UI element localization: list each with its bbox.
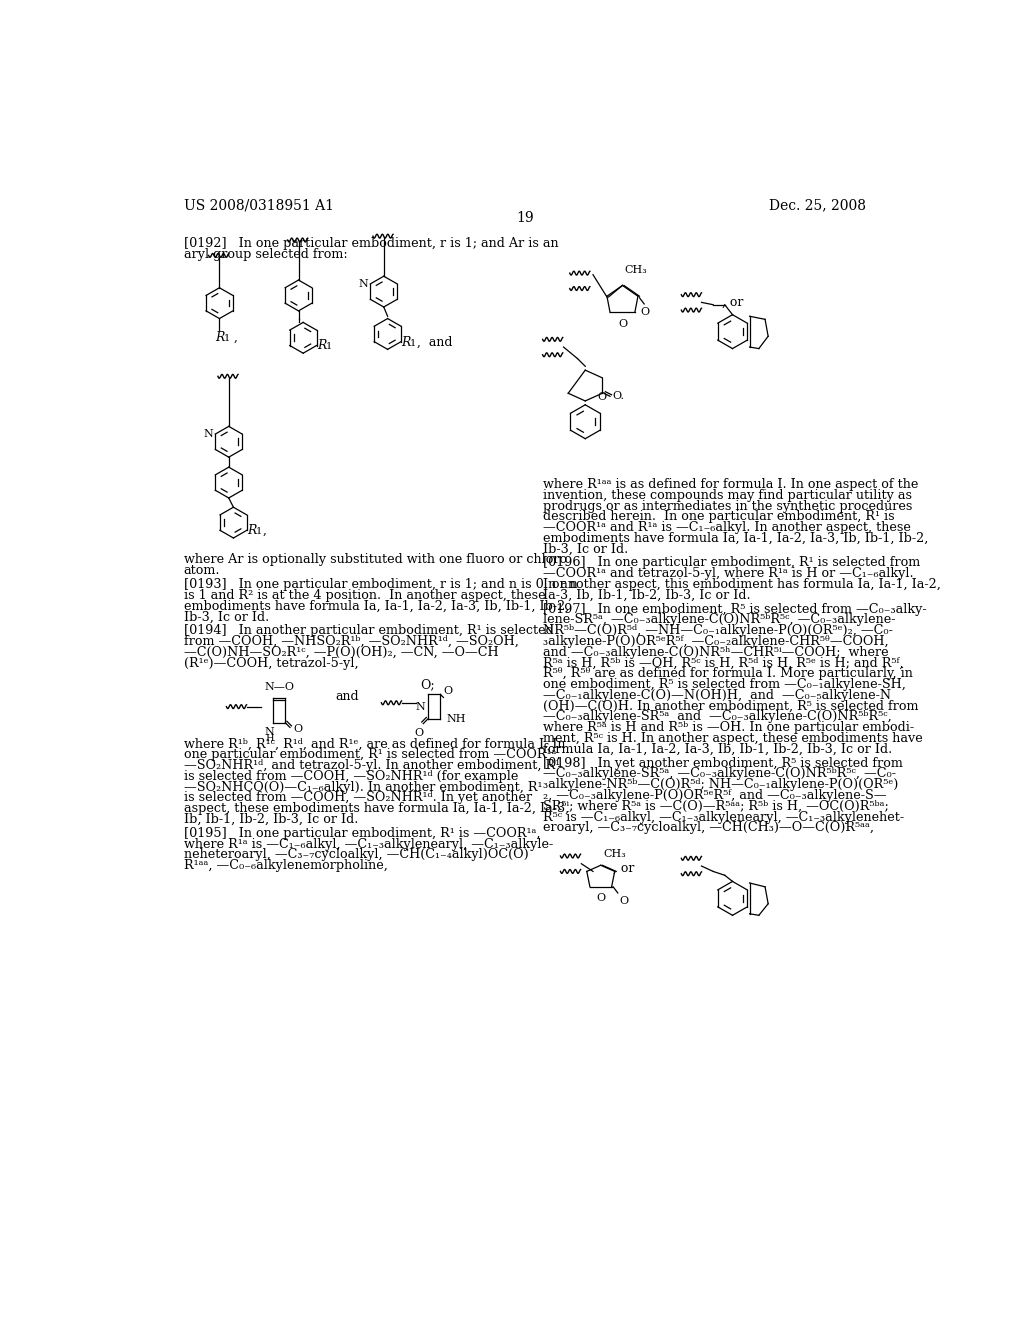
Text: where R¹ᵃ is —C₁₋₆alkyl, —C₁₋₃alkylenearyl, —C₁₋₃alkyle-: where R¹ᵃ is —C₁₋₆alkyl, —C₁₋₃alkylenear…	[183, 837, 553, 850]
Text: ,: ,	[230, 331, 239, 345]
Text: R: R	[401, 335, 411, 348]
Text: —C₀₋₃alkylene-SR⁵ᵃ, —C₀₋₃alkylene-C(O)NR⁵ᵇR⁵ᶜ, —C₀-: —C₀₋₃alkylene-SR⁵ᵃ, —C₀₋₃alkylene-C(O)NR…	[544, 767, 896, 780]
Text: described herein.  In one particular embodiment, R¹ is: described herein. In one particular embo…	[544, 511, 895, 523]
Text: —COOR¹ᵃ and R¹ᵃ is —C₁₋₆alkyl. In another aspect, these: —COOR¹ᵃ and R¹ᵃ is —C₁₋₆alkyl. In anothe…	[544, 521, 911, 535]
Text: where R⁵ᵃ is H and R⁵ᵇ is —OH. In one particular embodi-: where R⁵ᵃ is H and R⁵ᵇ is —OH. In one pa…	[544, 721, 914, 734]
Text: —C₀₋₁alkylene-C(O)—N(OH)H,  and  —C₀₋₅alkylene-N: —C₀₋₁alkylene-C(O)—N(OH)H, and —C₀₋₅alky…	[544, 689, 892, 702]
Text: is selected from —COOH, —SO₂NHR¹ᵈ (for example: is selected from —COOH, —SO₂NHR¹ᵈ (for e…	[183, 770, 518, 783]
Text: 1: 1	[223, 334, 229, 343]
Text: In another aspect, this embodiment has formula Ia, Ia-1, Ia-2,: In another aspect, this embodiment has f…	[544, 578, 941, 591]
Text: from —COOH, —NHSO₂R¹ᵇ, —SO₂NHR¹ᵈ, —SO₂OH,: from —COOH, —NHSO₂R¹ᵇ, —SO₂NHR¹ᵈ, —SO₂OH…	[183, 635, 519, 648]
Text: embodiments have formula Ia, Ia-1, Ia-2, Ia-3, Ib, Ib-1, Ib-2,: embodiments have formula Ia, Ia-1, Ia-2,…	[544, 532, 929, 545]
Text: [0194]   In another particular embodiment, R¹ is selected: [0194] In another particular embodiment,…	[183, 624, 554, 638]
Text: ₂, —C₀₋₃alkylene-P(O)OR⁵ᵉR⁵ᶠ, and —C₀₋₃alkylene-S—: ₂, —C₀₋₃alkylene-P(O)OR⁵ᵉR⁵ᶠ, and —C₀₋₃a…	[544, 789, 887, 803]
Text: one embodiment, R⁵ is selected from —C₀₋₁alkylene-SH,: one embodiment, R⁵ is selected from —C₀₋…	[544, 678, 906, 692]
Text: R⁵ᵃ is H, R⁵ᵇ is —OH, R⁵ᶜ is H, R⁵ᵈ is H, R⁵ᵉ is H; and R⁵ᶠ,: R⁵ᵃ is H, R⁵ᵇ is —OH, R⁵ᶜ is H, R⁵ᵈ is H…	[544, 656, 904, 669]
Text: where R¹ᵃᵃ is as defined for formula I. In one aspect of the: where R¹ᵃᵃ is as defined for formula I. …	[544, 478, 919, 491]
Text: Ib-3, Ic or Id.: Ib-3, Ic or Id.	[544, 543, 629, 556]
Text: one particular embodiment, R¹ is selected from —COOR¹ᵃ,: one particular embodiment, R¹ is selecte…	[183, 748, 560, 762]
Text: R¹ᵃᵃ, —C₀₋₆alkylenemorpholine,: R¹ᵃᵃ, —C₀₋₆alkylenemorpholine,	[183, 859, 388, 873]
Text: —C₀₋₃alkylene-SR⁵ᵃ  and  —C₀₋₃alkylene-C(O)NR⁵ᵇR⁵ᶜ,: —C₀₋₃alkylene-SR⁵ᵃ and —C₀₋₃alkylene-C(O…	[544, 710, 892, 723]
Text: H: H	[265, 734, 274, 743]
Text: CH₃: CH₃	[603, 849, 626, 859]
Text: SR⁵ⁱ; where R⁵ᵃ is —C(O)—R⁵ᵃᵃ; R⁵ᵇ is H, —OC(O)R⁵ᵇᵃ;: SR⁵ⁱ; where R⁵ᵃ is —C(O)—R⁵ᵃᵃ; R⁵ᵇ is H,…	[544, 800, 889, 813]
Text: 19: 19	[516, 211, 534, 224]
Text: atom.: atom.	[183, 564, 220, 577]
Text: formula Ia, Ia-1, Ia-2, Ia-3, Ib, Ib-1, Ib-2, Ib-3, Ic or Id.: formula Ia, Ia-1, Ia-2, Ia-3, Ib, Ib-1, …	[544, 743, 893, 756]
Text: , or: , or	[722, 296, 743, 309]
Text: ₃alkylene-NR⁵ᵇ—C(O)R⁵ᵈ; NH—C₀₋₁alkylene-P(O)(OR⁵ᵉ): ₃alkylene-NR⁵ᵇ—C(O)R⁵ᵈ; NH—C₀₋₁alkylene-…	[544, 779, 899, 791]
Text: where R¹ᵇ, R¹ᶜ, R¹ᵈ, and R¹ᵉ, are as defined for formula I. In: where R¹ᵇ, R¹ᶜ, R¹ᵈ, and R¹ᵉ, are as def…	[183, 738, 565, 751]
Text: (OH)—C(O)H. In another embodiment, R⁵ is selected from: (OH)—C(O)H. In another embodiment, R⁵ is…	[544, 700, 919, 713]
Text: N: N	[358, 279, 368, 289]
Text: aryl group selected from:: aryl group selected from:	[183, 248, 347, 261]
Text: [0198]   In yet another embodiment, R⁵ is selected from: [0198] In yet another embodiment, R⁵ is …	[544, 756, 903, 770]
Text: ment, R⁵ᶜ is H. In another aspect, these embodiments have: ment, R⁵ᶜ is H. In another aspect, these…	[544, 733, 924, 744]
Text: ,  and: , and	[417, 335, 453, 348]
Text: O: O	[620, 896, 629, 906]
Text: ₃alkylene-P(O)OR⁵ᵉR⁵ᶠ, —C₀₋₂alkylene-CHR⁵ᶿ—COOH,: ₃alkylene-P(O)OR⁵ᵉR⁵ᶠ, —C₀₋₂alkylene-CHR…	[544, 635, 889, 648]
Text: N: N	[265, 727, 274, 738]
Text: R⁵ᶜ is —C₁₋₆alkyl, —C₁₋₃alkylenearyl, —C₁₋₃alkylenehet-: R⁵ᶜ is —C₁₋₆alkyl, —C₁₋₃alkylenearyl, —C…	[544, 810, 904, 824]
Text: NR⁵ᵇ—C(O)R⁵ᵈ, —NH—C₀₋₁alkylene-P(O)(OR⁵ᵉ)₂, —C₀-: NR⁵ᵇ—C(O)R⁵ᵈ, —NH—C₀₋₁alkylene-P(O)(OR⁵ᵉ…	[544, 624, 893, 638]
Text: 1: 1	[410, 339, 417, 347]
Text: O: O	[293, 723, 302, 734]
Text: N—O: N—O	[264, 682, 294, 692]
Text: O.: O.	[612, 391, 625, 401]
Text: —SO₂NHR¹ᵈ, and tetrazol-5-yl. In another embodiment, R¹: —SO₂NHR¹ᵈ, and tetrazol-5-yl. In another…	[183, 759, 560, 772]
Text: ,: ,	[263, 524, 266, 537]
Text: neheteroaryl, —C₃₋₇cycloalkyl, —CH(C₁₋₄alkyl)OC(O): neheteroaryl, —C₃₋₇cycloalkyl, —CH(C₁₋₄a…	[183, 849, 528, 862]
Text: embodiments have formula Ia, Ia-1, Ia-2, Ia-3, Ib, Ib-1, Ib-2,: embodiments have formula Ia, Ia-1, Ia-2,…	[183, 599, 569, 612]
Text: US 2008/0318951 A1: US 2008/0318951 A1	[183, 198, 334, 213]
Text: , or: , or	[613, 862, 635, 875]
Text: R: R	[215, 331, 224, 345]
Text: and —C₀₋₃alkylene-C(O)NR⁵ʰ—CHR⁵ⁱ—COOH;  where: and —C₀₋₃alkylene-C(O)NR⁵ʰ—CHR⁵ⁱ—COOH; w…	[544, 645, 889, 659]
Text: Ib-3, Ic or Id.: Ib-3, Ic or Id.	[183, 610, 269, 623]
Text: and: and	[335, 689, 358, 702]
Text: [0193]   In one particular embodiment, r is 1; and n is 0, or n: [0193] In one particular embodiment, r i…	[183, 578, 578, 591]
Text: CH₃: CH₃	[625, 265, 647, 275]
Text: Dec. 25, 2008: Dec. 25, 2008	[769, 198, 866, 213]
Text: where Ar is optionally substituted with one fluoro or chloro: where Ar is optionally substituted with …	[183, 553, 567, 566]
Text: eroaryl, —C₃₋₇cycloalkyl, —CH(CH₃)—O—C(O)R⁵ᵃᵃ,: eroaryl, —C₃₋₇cycloalkyl, —CH(CH₃)—O—C(O…	[544, 821, 874, 834]
Text: (R¹ᵉ)—COOH, tetrazol-5-yl,: (R¹ᵉ)—COOH, tetrazol-5-yl,	[183, 656, 358, 669]
Text: [0196]   In one particular embodiment, R¹ is selected from: [0196] In one particular embodiment, R¹ …	[544, 557, 921, 569]
Text: [0192]   In one particular embodiment, r is 1; and Ar is an: [0192] In one particular embodiment, r i…	[183, 238, 558, 249]
Text: invention, these compounds may find particular utility as: invention, these compounds may find part…	[544, 488, 912, 502]
Text: 1: 1	[256, 527, 262, 536]
Text: O;: O;	[420, 678, 435, 692]
Text: 1: 1	[326, 342, 332, 351]
Text: aspect, these embodiments have formula Ia, Ia-1, Ia-2, Ia-3,: aspect, these embodiments have formula I…	[183, 803, 569, 816]
Text: [0197]   In one embodiment, R⁵ is selected from —C₀₋₃alky-: [0197] In one embodiment, R⁵ is selected…	[544, 603, 927, 615]
Text: prodrugs or as intermediates in the synthetic procedures: prodrugs or as intermediates in the synt…	[544, 499, 912, 512]
Text: [0195]   In one particular embodiment, R¹ is —COOR¹ᵃ,: [0195] In one particular embodiment, R¹ …	[183, 826, 541, 840]
Text: O: O	[443, 686, 453, 696]
Text: Ia-3, Ib, Ib-1, Ib-2, Ib-3, Ic or Id.: Ia-3, Ib, Ib-1, Ib-2, Ib-3, Ic or Id.	[544, 589, 751, 602]
Text: is 1 and R² is at the 4 position.  In another aspect, these: is 1 and R² is at the 4 position. In ano…	[183, 589, 546, 602]
Text: lene-SR⁵ᵃ, —C₀₋₃alkylene-C(O)NR⁵ᵇR⁵ᶜ, —C₀₋₃alkylene-: lene-SR⁵ᵃ, —C₀₋₃alkylene-C(O)NR⁵ᵇR⁵ᶜ, —C…	[544, 614, 896, 627]
Text: O: O	[598, 392, 607, 403]
Text: O: O	[617, 318, 627, 329]
Text: O: O	[414, 729, 423, 738]
Text: NH: NH	[446, 714, 466, 723]
Text: R⁵ᶿ, R⁵ᶿ are as defined for formula I. More particularly, in: R⁵ᶿ, R⁵ᶿ are as defined for formula I. M…	[544, 668, 913, 680]
Text: R: R	[248, 524, 257, 537]
Text: —COOR¹ᵃ and tetrazol-5-yl, where R¹ᵃ is H or —C₁₋₆alkyl.: —COOR¹ᵃ and tetrazol-5-yl, where R¹ᵃ is …	[544, 568, 914, 581]
Text: R: R	[317, 339, 327, 352]
Text: —SO₂NHCO(O)—C₁₋₆alkyl). In another embodiment, R¹: —SO₂NHCO(O)—C₁₋₆alkyl). In another embod…	[183, 780, 543, 793]
Text: N: N	[203, 429, 213, 440]
Text: is selected from —COOH, —SO₂NHR¹ᵈ. In yet another: is selected from —COOH, —SO₂NHR¹ᵈ. In ye…	[183, 792, 531, 804]
Text: Ib, Ib-1, Ib-2, Ib-3, Ic or Id.: Ib, Ib-1, Ib-2, Ib-3, Ic or Id.	[183, 813, 358, 826]
Text: N: N	[415, 702, 425, 711]
Text: —C(O)NH—SO₂R¹ᶜ, —P(O)(OH)₂, —CN, —O—CH: —C(O)NH—SO₂R¹ᶜ, —P(O)(OH)₂, —CN, —O—CH	[183, 645, 499, 659]
Text: O: O	[640, 308, 649, 317]
Text: O: O	[596, 892, 605, 903]
